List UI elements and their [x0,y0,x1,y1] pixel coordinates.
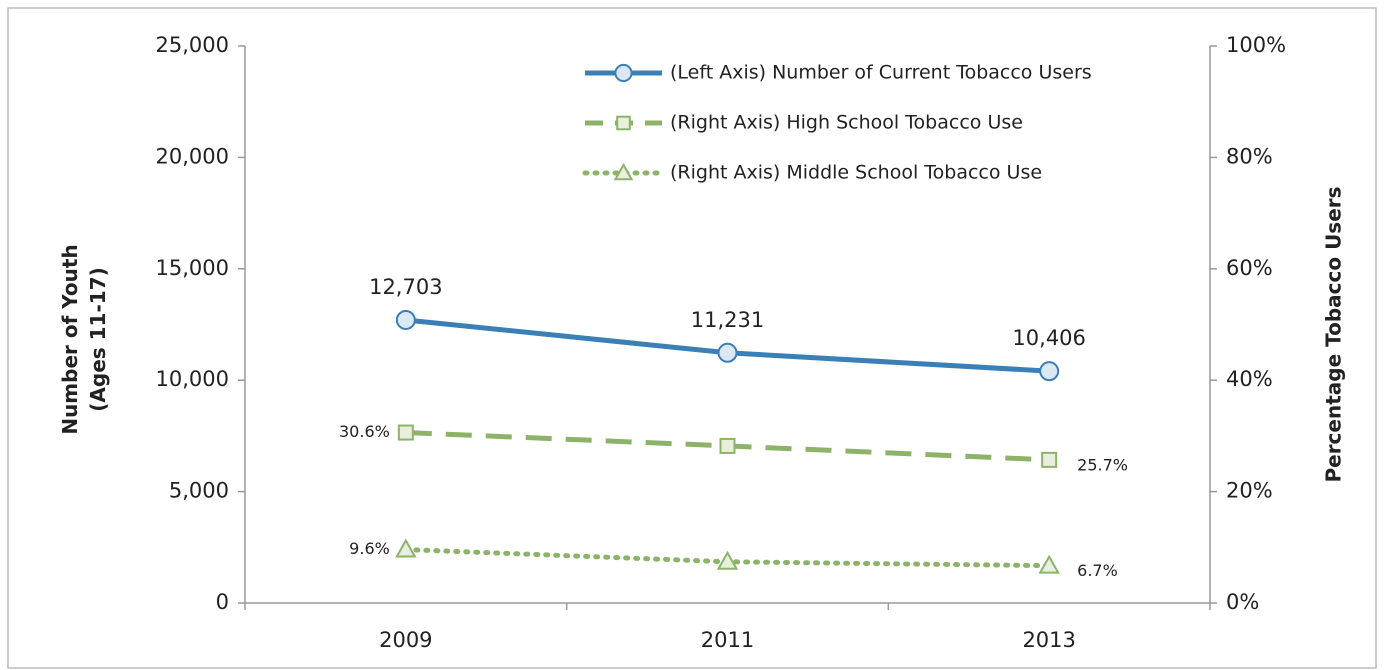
data-label: 30.6% [339,422,390,441]
data-point [1041,451,1058,468]
legend-marker [616,115,631,131]
data-label: 12,703 [369,275,442,299]
y-tick-label: 15,000 [156,256,229,280]
y-axis-label: Number of Youth (Ages 11-17) [58,244,110,434]
data-point [717,342,738,363]
y2-tick-label: 100% [1226,33,1286,57]
x-tick-label: 2013 [1022,628,1075,652]
data-label: 6.7% [1077,561,1118,580]
y-axis-label-line: Number of Youth [58,244,82,434]
data-point [716,550,739,570]
y-tick-label: 5,000 [169,479,229,503]
legend-label: (Right Axis) Middle School Tobacco Use [670,162,1042,184]
y-tick-label: 0 [216,590,229,614]
y2-tick-label: 40% [1226,367,1273,391]
data-label: 25.7% [1077,455,1128,474]
data-point [1039,361,1060,382]
data-point [395,538,417,558]
data-point [395,309,416,330]
y2-tick-label: 60% [1226,256,1273,280]
y-tick-label: 10,000 [156,367,229,391]
data-point [1038,554,1060,574]
legend-marker [614,63,633,83]
y-tick-label: 20,000 [156,144,229,168]
y2-tick-label: 20% [1226,479,1273,503]
x-tick-label: 2011 [701,628,754,652]
y2-tick-label: 80% [1226,144,1273,168]
y2-tick-label: 0% [1226,590,1259,614]
data-label: 11,231 [691,308,764,332]
data-point [719,437,736,454]
y-axis-label-line: (Ages 11-17) [86,267,110,411]
legend-marker [613,162,634,181]
y2-axis-label: Percentage Tobacco Users [1322,186,1346,482]
data-point [397,424,414,441]
legend-label: (Left Axis) Number of Current Tobacco Us… [670,62,1092,84]
legend-label: (Right Axis) High School Tobacco Use [670,112,1023,134]
y-tick-label: 25,000 [156,33,229,57]
chart-frame [7,7,1377,669]
data-label: 9.6% [349,539,390,558]
x-tick-label: 2009 [379,628,432,652]
data-label: 10,406 [1012,326,1085,350]
